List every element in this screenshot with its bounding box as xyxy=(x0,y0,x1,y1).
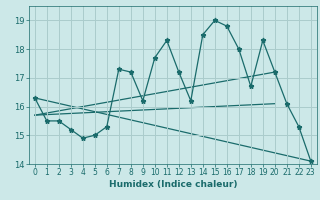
X-axis label: Humidex (Indice chaleur): Humidex (Indice chaleur) xyxy=(108,180,237,189)
